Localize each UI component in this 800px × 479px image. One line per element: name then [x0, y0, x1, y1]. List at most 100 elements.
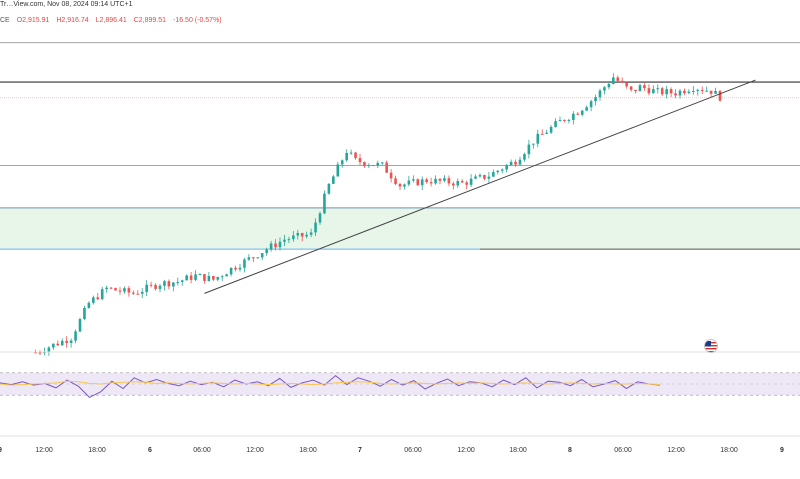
candle-body [283, 239, 286, 242]
candle-body [709, 90, 713, 94]
candle-body [296, 233, 300, 236]
candle-body [496, 170, 500, 173]
candle-body [243, 259, 246, 268]
candle-body [536, 133, 540, 144]
ohlc-low: L2,896.41 [95, 17, 127, 24]
candle-body [523, 154, 526, 160]
candle-body [292, 235, 295, 240]
candle-body [509, 161, 513, 166]
x-tick-label: 8 [568, 447, 572, 454]
us-flag-icon[interactable] [704, 339, 718, 353]
candle-body [96, 297, 100, 300]
candle-body [563, 119, 566, 121]
candle-body [109, 287, 113, 289]
candle-body [669, 89, 673, 94]
candle-body [403, 184, 406, 187]
candle-body [247, 257, 251, 260]
candle-body [434, 178, 437, 184]
candle-body [483, 174, 486, 179]
candle-body [549, 126, 553, 133]
candle-body [78, 319, 82, 332]
candle-body [460, 181, 464, 183]
candle-body [643, 85, 646, 89]
candle-body [363, 162, 366, 166]
source-text: Tr…View.com, Nov 08, 2024 09:14 UTC+1 [0, 1, 133, 8]
candle-body [252, 257, 255, 259]
candle-body [154, 284, 157, 289]
candle-body [652, 89, 655, 94]
candle-body [132, 292, 135, 294]
candle-body [118, 290, 122, 292]
candle-body [376, 162, 380, 166]
candle-body [683, 90, 686, 94]
candle-body [532, 143, 535, 145]
candle-body [145, 284, 148, 292]
candle-body [425, 179, 428, 183]
candle-body [394, 178, 397, 185]
candle-body [194, 274, 197, 280]
candle-body [558, 119, 562, 122]
candle-body [340, 160, 344, 165]
candle-body [385, 162, 388, 173]
candle-body [265, 249, 268, 254]
candle-body [429, 182, 433, 184]
candle-body [656, 88, 660, 90]
candle-body [358, 158, 362, 163]
candle-body [398, 184, 402, 187]
candle-body [514, 161, 517, 165]
x-tick-label: 18:00 [509, 447, 527, 454]
x-tick-label: 12:00 [667, 447, 685, 454]
candle-body [567, 119, 571, 121]
candle-body [225, 274, 228, 277]
candle-body [678, 90, 682, 96]
candle-body [274, 243, 277, 248]
candle-body [203, 274, 206, 281]
candle-body [647, 88, 651, 94]
candle-body [620, 80, 624, 83]
candle-body [198, 274, 202, 276]
candle-body [327, 183, 331, 194]
candle-body [696, 89, 700, 91]
candle-body [372, 165, 375, 167]
candle-body [127, 288, 131, 293]
candle-body [665, 89, 668, 95]
candle-body [456, 181, 460, 186]
candle-body [443, 178, 446, 181]
candle-body [612, 77, 615, 84]
candle-body [336, 164, 340, 177]
candle-body [287, 239, 291, 241]
ohlc-high: H2,916.74 [56, 17, 89, 24]
x-tick-label: 12:00 [246, 447, 264, 454]
rsi-ma-line [0, 380, 661, 386]
support-zone [0, 207, 800, 250]
x-tick-label: 9 [780, 447, 784, 454]
candle-body [412, 179, 415, 181]
candle-body [234, 267, 237, 270]
candle-body [438, 178, 442, 181]
candle-body [674, 93, 677, 96]
x-tick-label: 12:00 [35, 447, 53, 454]
candle-body [300, 233, 304, 237]
candle-body [634, 89, 637, 92]
candle-body [598, 90, 602, 98]
candle-body [518, 159, 522, 165]
candle-body [163, 281, 166, 286]
candle-body [180, 280, 184, 282]
candle-body [576, 113, 580, 115]
candle-body [220, 276, 224, 278]
candle-body [114, 288, 117, 291]
candle-body [149, 284, 153, 286]
candle-body [65, 340, 68, 343]
candle-body [447, 178, 451, 184]
candle-body [309, 232, 313, 235]
candle-body [256, 257, 260, 259]
candle-body [229, 267, 233, 275]
ohlc-open: O2,915.91 [16, 17, 50, 24]
candle-body [349, 152, 353, 154]
candle-body [616, 77, 620, 81]
candle-body [585, 107, 588, 111]
candle-body [136, 293, 140, 295]
trendline [204, 79, 756, 294]
